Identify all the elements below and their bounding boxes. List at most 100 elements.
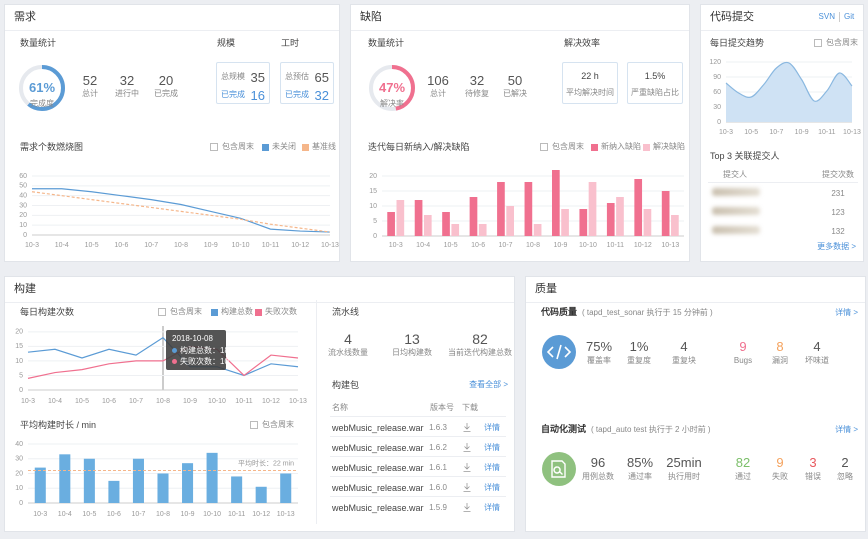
section-title: 自动化测试 [541, 424, 587, 434]
checkbox-label[interactable]: 包含周末 [262, 420, 294, 429]
stat-value: 9 [739, 339, 747, 354]
detail-link[interactable]: 详情 > [835, 425, 858, 434]
table-rule [330, 476, 506, 477]
checkbox[interactable] [814, 39, 822, 47]
checkbox-label[interactable]: 包含周末 [170, 307, 202, 316]
detail-link[interactable]: 详情 [484, 443, 500, 452]
stat-value: 1% [629, 339, 649, 354]
checkbox-label[interactable]: 包含周末 [552, 142, 584, 151]
section-title: 数量统计 [368, 38, 405, 48]
y-tick-label: 0 [19, 387, 23, 394]
bar [423, 215, 432, 236]
stat-label: 已完成 [154, 89, 178, 98]
stat-label: 失败 [772, 472, 788, 481]
y-tick-label: 20 [15, 470, 23, 477]
x-tick-label: 10-6 [114, 242, 128, 249]
x-tick-label: 10-13 [321, 242, 339, 249]
x-tick-label: 10-11 [228, 511, 245, 518]
y-tick-label: 50 [19, 183, 27, 190]
y-tick-label: 30 [713, 104, 721, 111]
stat-label: 执行用时 [668, 472, 700, 481]
stat-label: 用例总数 [582, 472, 614, 481]
detail-link[interactable]: 详情 [484, 483, 500, 492]
commit-count: 231 [831, 189, 845, 198]
bar [414, 200, 423, 236]
legend-swatch [255, 308, 262, 316]
table-rule [330, 456, 506, 457]
code-glyph [546, 344, 572, 360]
package-name: webMusic_release.war [332, 463, 424, 473]
detail-link[interactable]: 详情 > [835, 308, 858, 317]
x-tick-label: 10-9 [795, 129, 809, 136]
commit-count: 123 [831, 208, 845, 217]
stat-label: 坏味道 [805, 356, 829, 365]
stat-value: 96 [590, 455, 606, 470]
section-title: 解决效率 [564, 38, 601, 48]
stat-label: 日均构建数 [392, 348, 432, 357]
bar [83, 458, 95, 503]
stat-label: Bugs [733, 356, 753, 365]
checkbox-label[interactable]: 包含周末 [222, 142, 254, 151]
x-tick-label: 10-3 [33, 511, 47, 518]
test-glyph [551, 460, 566, 478]
gauge-value: 61% [28, 80, 56, 95]
checkbox[interactable] [250, 421, 258, 429]
gauge-arc [19, 65, 65, 111]
legend-swatch [211, 308, 218, 316]
bar [255, 486, 267, 503]
y-tick-label: 0 [19, 500, 23, 507]
x-tick-label: 10-3 [389, 242, 403, 249]
defects-panel [350, 4, 690, 262]
bar [231, 476, 243, 503]
legend-label: 基准线 [312, 142, 336, 151]
stat-value: 4 [813, 339, 821, 354]
box-value: 35 [250, 70, 265, 85]
chart-title: 迭代每日新纳入/解决缺陷 [368, 142, 470, 152]
table-header: 提交次数 [822, 170, 854, 179]
x-tick-label: 10-9 [204, 242, 218, 249]
bar [533, 224, 542, 236]
gauge-caption: 完成度 [30, 99, 54, 108]
svn-link[interactable]: SVN [818, 12, 835, 21]
x-tick-label: 10-8 [526, 242, 540, 249]
checkbox[interactable] [158, 308, 166, 316]
bar [588, 182, 597, 236]
stat-value: 75% [585, 339, 613, 354]
gauge-caption: 解决率 [380, 99, 404, 108]
checkbox[interactable] [210, 143, 218, 151]
area-line [725, 61, 853, 102]
detail-link[interactable]: 详情 [484, 423, 500, 432]
requirements-panel [4, 4, 340, 262]
download-icon [463, 423, 471, 432]
y-tick-label: 0 [717, 119, 721, 126]
checkbox[interactable] [540, 143, 548, 151]
package-version: 1.6.1 [429, 463, 447, 472]
line [31, 191, 331, 233]
stat-label: 进行中 [115, 89, 139, 98]
bar [551, 170, 560, 236]
bar [497, 182, 505, 236]
link-separator [839, 12, 840, 22]
legend-label: 构建总数 [221, 307, 253, 316]
detail-link[interactable]: 详情 [484, 503, 500, 512]
legend-swatch [591, 143, 598, 151]
view-all-link[interactable]: 查看全部 > [469, 380, 508, 389]
chart-title: 每日构建次数 [20, 307, 75, 317]
section-title: 规模 [217, 38, 236, 48]
table-rule [330, 496, 506, 497]
download-icon [463, 483, 471, 492]
stat-value: 82 [472, 331, 488, 347]
detail-link[interactable]: 详情 [484, 463, 500, 472]
line [32, 188, 331, 233]
effort-box [280, 62, 334, 104]
y-tick-label: 60 [19, 173, 27, 180]
y-tick-label: 60 [713, 89, 721, 96]
x-tick-label: 10-12 [291, 242, 309, 249]
x-tick-label: 10-10 [579, 242, 597, 249]
bar [396, 200, 405, 236]
git-link[interactable]: Git [844, 12, 855, 21]
bar [157, 473, 169, 503]
more-link[interactable]: 更多数据 > [817, 242, 856, 251]
section-title: 构建包 [332, 380, 360, 390]
checkbox-label[interactable]: 包含周末 [826, 38, 858, 47]
